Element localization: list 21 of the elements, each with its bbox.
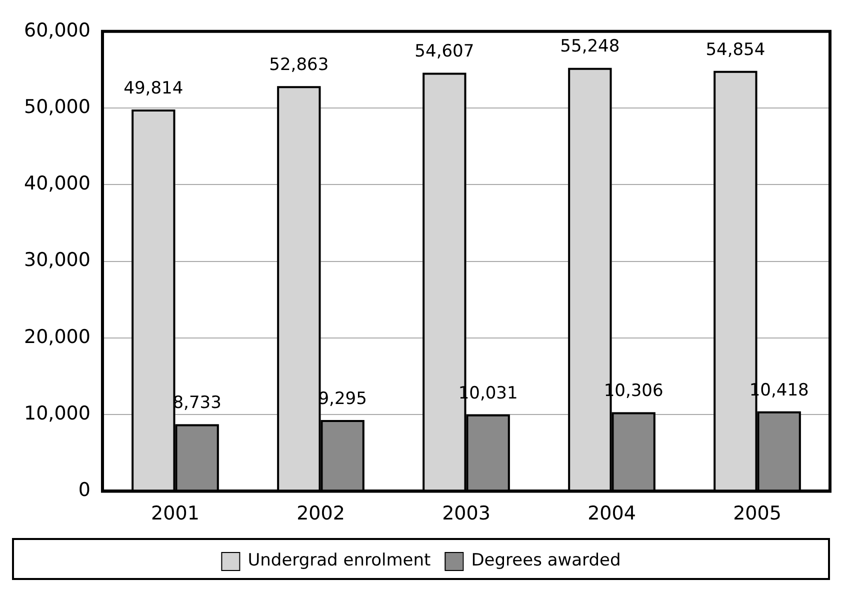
x-tick-label: 2004 [588,502,636,525]
data-label: 55,248 [560,36,620,57]
data-label: 49,814 [124,78,184,98]
data-label: 9,295 [318,388,367,409]
y-tick-label: 30,000 [24,249,90,272]
x-tick-label: 2005 [733,502,782,525]
data-label: 54,607 [414,42,474,62]
x-tick-label: 2003 [442,502,490,525]
y-tick-label: 40,000 [24,172,90,195]
legend-label: Undergrad enrolment [248,550,432,570]
y-tick-label: 0 [78,479,90,502]
y-tick-label: 20,000 [24,326,90,348]
data-label: 8,733 [172,393,222,414]
legend-label: Degrees awarded [471,550,621,570]
y-tick-label: 50,000 [24,96,90,118]
y-tick-label: 10,000 [24,402,90,425]
x-tick-label: 2002 [296,502,345,525]
y-tick-label: 60,000 [24,19,90,42]
x-tick-label: 2001 [151,502,200,525]
data-label: 52,863 [269,55,329,76]
data-label: 54,854 [706,40,766,60]
